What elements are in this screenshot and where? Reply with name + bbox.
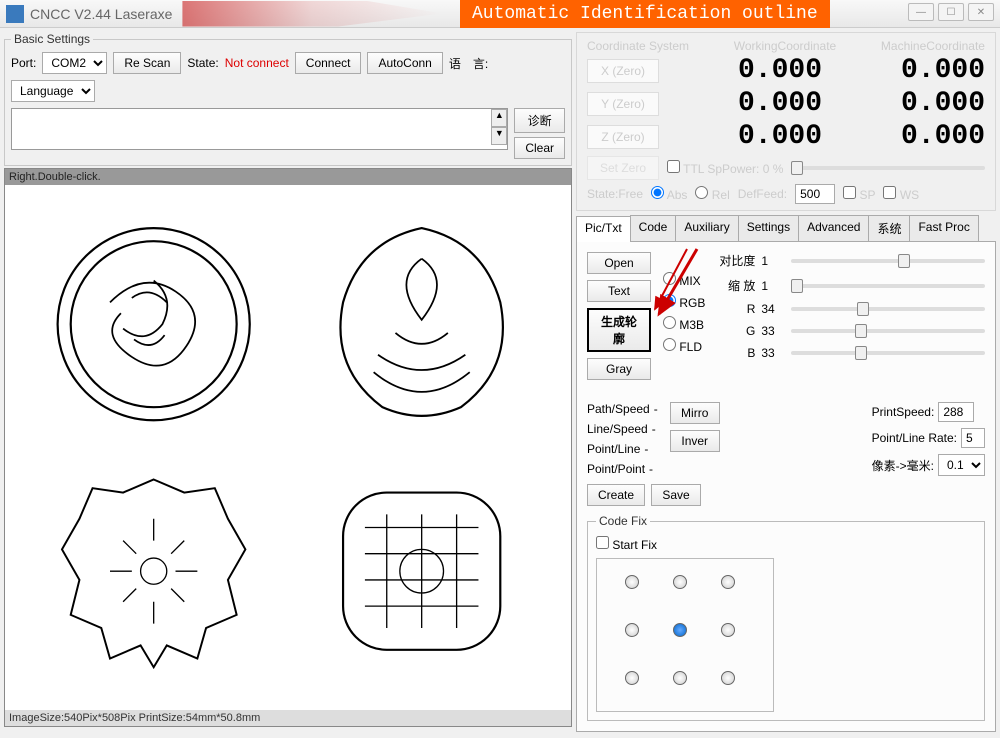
coord-sys-label: Coordinate System	[587, 39, 689, 53]
codefix-legend: Code Fix	[596, 514, 650, 528]
title-bar: CNCC V2.44 Laseraxe Automatic Identifica…	[0, 0, 1000, 28]
minimize-button[interactable]: —	[908, 3, 934, 21]
tab-bar: Pic/Txt Code Auxiliary Settings Advanced…	[576, 215, 996, 242]
design-4	[293, 452, 551, 689]
anchor-point[interactable]	[721, 671, 735, 685]
anchor-point[interactable]	[673, 575, 687, 589]
canvas-hint: Right.Double-click.	[5, 169, 571, 185]
rel-radio[interactable]	[695, 186, 708, 199]
canvas-footer: ImageSize:540Pix*508Pix PrintSize:54mm*5…	[5, 710, 571, 726]
coordinate-panel: Coordinate System WorkingCoordinate Mach…	[576, 32, 996, 211]
banner-text: Automatic Identification outline	[460, 0, 830, 28]
deffeed-input[interactable]	[795, 184, 835, 204]
point-line-label: Point/Line	[587, 442, 640, 456]
codefix-group: Code Fix Start Fix	[587, 514, 985, 721]
ttl-checkbox[interactable]	[667, 160, 680, 173]
printspeed-input[interactable]	[938, 402, 974, 422]
rgb-radio[interactable]	[663, 294, 676, 307]
spin-down-icon[interactable]: ▼	[491, 127, 507, 145]
path-speed-label: Path/Speed	[587, 402, 650, 416]
design-1	[25, 205, 283, 442]
line-speed-label: Line/Speed	[587, 422, 648, 436]
z-work-value: 0.000	[738, 121, 822, 152]
coord-mach-label: MachineCoordinate	[881, 39, 985, 53]
anchor-point[interactable]	[625, 671, 639, 685]
text-button[interactable]: Text	[587, 280, 651, 302]
x-mach-value: 0.000	[901, 55, 985, 86]
tab-body: Open Text 生成轮廓 Gray MIX RGB M3B FLD 对比度1	[576, 242, 996, 732]
mirror-button[interactable]: Mirro	[670, 402, 720, 424]
px2mm-select[interactable]: 0.1	[938, 454, 985, 476]
app-icon	[6, 5, 24, 23]
generate-outline-button[interactable]: 生成轮廓	[587, 308, 651, 352]
z-zero-button[interactable]: Z (Zero)	[587, 125, 659, 149]
sp-checkbox[interactable]	[843, 186, 856, 199]
maximize-button[interactable]: ☐	[938, 3, 964, 21]
anchor-grid	[596, 558, 774, 712]
language-select[interactable]: Language	[11, 80, 95, 102]
tab-pictxt[interactable]: Pic/Txt	[576, 216, 631, 242]
fld-radio[interactable]	[663, 338, 676, 351]
basic-settings-group: Basic Settings Port: COM2 Re Scan State:…	[4, 32, 572, 166]
anchor-point[interactable]	[721, 575, 735, 589]
command-textarea[interactable]: ▲ ▼	[11, 108, 508, 150]
preview-canvas: Right.Double-click. ImageSize:540Pix*508…	[4, 168, 572, 727]
title-decoration	[182, 1, 442, 27]
contrast-slider[interactable]	[791, 259, 985, 263]
tab-code[interactable]: Code	[630, 215, 677, 241]
gray-button[interactable]: Gray	[587, 358, 651, 380]
tab-settings[interactable]: Settings	[738, 215, 799, 241]
autoconn-button[interactable]: AutoConn	[367, 52, 442, 74]
startfix-checkbox[interactable]	[596, 536, 609, 549]
tab-fastproc[interactable]: Fast Proc	[909, 215, 978, 241]
y-work-value: 0.000	[738, 88, 822, 119]
basic-settings-legend: Basic Settings	[11, 32, 93, 46]
tab-auxiliary[interactable]: Auxiliary	[675, 215, 738, 241]
abs-radio[interactable]	[651, 186, 664, 199]
close-button[interactable]: ✕	[968, 3, 994, 21]
g-slider[interactable]	[791, 329, 985, 333]
anchor-point[interactable]	[625, 575, 639, 589]
open-button[interactable]: Open	[587, 252, 651, 274]
y-mach-value: 0.000	[901, 88, 985, 119]
x-work-value: 0.000	[738, 55, 822, 86]
canvas-area[interactable]	[5, 185, 571, 710]
state-value: Not connect	[225, 56, 289, 70]
spin-up-icon[interactable]: ▲	[491, 109, 507, 127]
design-3	[25, 452, 283, 689]
invert-button[interactable]: Inver	[670, 430, 720, 452]
port-label: Port:	[11, 56, 36, 70]
connect-button[interactable]: Connect	[295, 52, 362, 74]
anchor-point[interactable]	[721, 623, 735, 637]
set-zero-button[interactable]: Set Zero	[587, 156, 659, 180]
coord-work-label: WorkingCoordinate	[734, 39, 837, 53]
point-point-label: Point/Point	[587, 462, 645, 476]
tab-advanced[interactable]: Advanced	[798, 215, 869, 241]
r-slider[interactable]	[791, 307, 985, 311]
design-2	[293, 205, 551, 442]
create-button[interactable]: Create	[587, 484, 645, 506]
port-select[interactable]: COM2	[42, 52, 107, 74]
mix-radio[interactable]	[663, 272, 676, 285]
window-title: CNCC V2.44 Laseraxe	[30, 6, 172, 22]
scale-slider[interactable]	[791, 284, 985, 288]
rate-input[interactable]	[961, 428, 985, 448]
m3b-radio[interactable]	[663, 316, 676, 329]
clear-button[interactable]: Clear	[514, 137, 565, 159]
rescan-button[interactable]: Re Scan	[113, 52, 181, 74]
anchor-point[interactable]	[673, 671, 687, 685]
diagnose-button[interactable]: 诊断	[514, 108, 565, 133]
z-mach-value: 0.000	[901, 121, 985, 152]
ws-checkbox[interactable]	[883, 186, 896, 199]
x-zero-button[interactable]: X (Zero)	[587, 59, 659, 83]
y-zero-button[interactable]: Y (Zero)	[587, 92, 659, 116]
language-label: 语 言:	[449, 55, 488, 72]
save-button[interactable]: Save	[651, 484, 701, 506]
state-label: State:	[187, 56, 218, 70]
anchor-point[interactable]	[625, 623, 639, 637]
tab-system[interactable]: 系统	[868, 215, 910, 241]
b-slider[interactable]	[791, 351, 985, 355]
state-free-label: State:Free	[587, 187, 643, 201]
anchor-point-center[interactable]	[673, 623, 687, 637]
